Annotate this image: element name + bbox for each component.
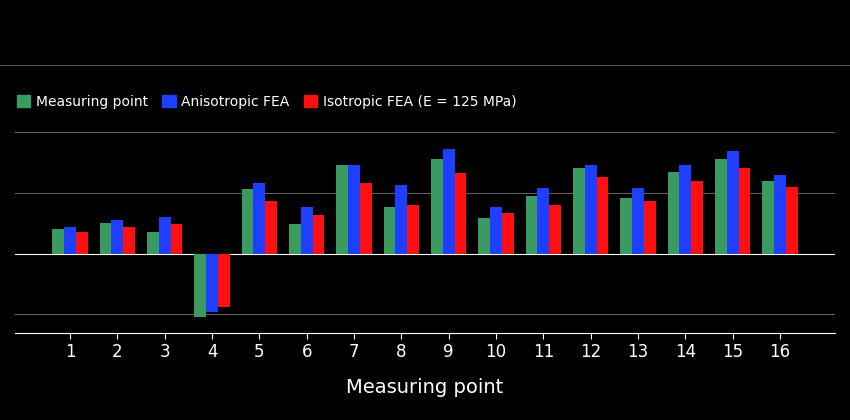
Bar bbox=[99, 223, 111, 254]
Bar bbox=[147, 232, 159, 254]
Bar bbox=[111, 220, 123, 254]
Bar bbox=[253, 183, 265, 254]
Bar bbox=[52, 229, 64, 254]
Bar bbox=[431, 159, 443, 254]
Bar bbox=[383, 207, 395, 254]
Bar bbox=[301, 207, 313, 254]
Bar bbox=[479, 218, 490, 254]
Bar bbox=[289, 224, 301, 254]
Bar bbox=[585, 165, 597, 254]
X-axis label: Measuring point: Measuring point bbox=[347, 378, 503, 396]
Bar bbox=[549, 205, 561, 254]
Bar bbox=[691, 181, 703, 254]
Bar bbox=[123, 227, 135, 254]
Bar bbox=[667, 172, 679, 254]
Bar bbox=[679, 165, 691, 254]
Bar bbox=[573, 168, 585, 254]
Bar bbox=[762, 181, 774, 254]
Bar bbox=[620, 198, 632, 254]
Bar bbox=[206, 254, 218, 312]
Bar bbox=[455, 173, 467, 254]
Bar bbox=[313, 215, 325, 254]
Bar bbox=[395, 186, 407, 254]
Bar bbox=[360, 183, 371, 254]
Bar bbox=[159, 217, 171, 254]
Bar bbox=[644, 201, 655, 254]
Bar bbox=[195, 254, 206, 317]
Bar bbox=[502, 213, 513, 254]
Bar bbox=[715, 159, 727, 254]
Bar bbox=[265, 201, 277, 254]
Bar bbox=[443, 149, 455, 254]
Bar bbox=[241, 189, 253, 254]
Bar bbox=[64, 227, 76, 254]
Bar bbox=[739, 168, 751, 254]
Bar bbox=[632, 188, 644, 254]
Bar bbox=[348, 165, 360, 254]
Bar bbox=[525, 197, 537, 254]
Bar bbox=[786, 187, 798, 254]
Bar bbox=[171, 224, 183, 254]
Bar bbox=[597, 177, 609, 254]
Bar bbox=[337, 165, 348, 254]
Bar bbox=[490, 207, 502, 254]
Bar bbox=[407, 205, 419, 254]
Bar bbox=[218, 254, 230, 307]
Legend: Measuring point, Anisotropic FEA, Isotropic FEA (E = 125 MPa): Measuring point, Anisotropic FEA, Isotro… bbox=[14, 92, 519, 111]
Bar bbox=[727, 152, 739, 254]
Bar bbox=[76, 232, 88, 254]
Bar bbox=[537, 188, 549, 254]
Bar bbox=[774, 175, 786, 254]
